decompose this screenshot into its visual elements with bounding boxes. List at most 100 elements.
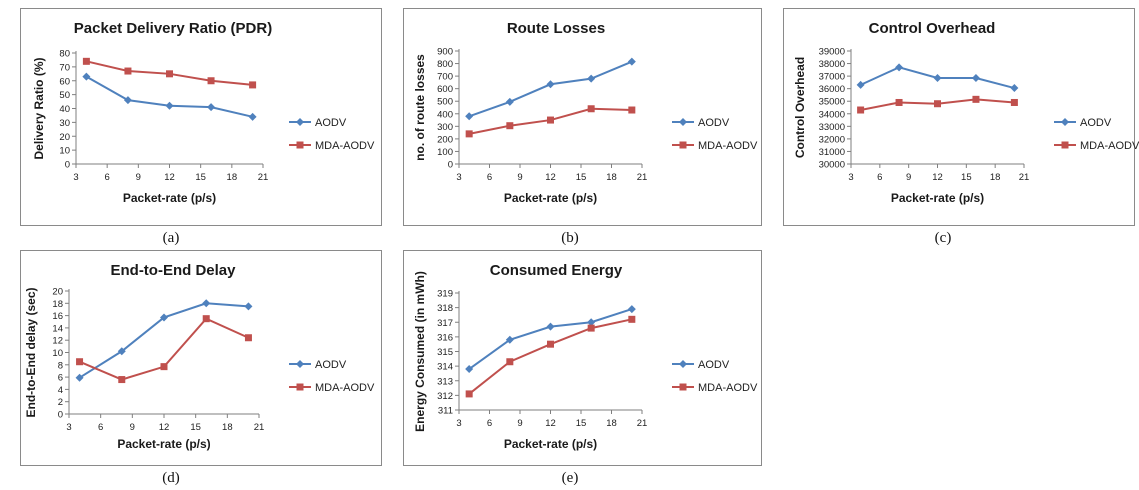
chart-panel-e: Consumed Energy Energy Consumed (in mWh) P… bbox=[403, 250, 762, 466]
data-point-mda-aodv bbox=[166, 70, 173, 78]
y-tick-label: 500 bbox=[437, 97, 453, 108]
x-tick-label: 9 bbox=[906, 172, 911, 183]
legend-marker-diamond bbox=[1061, 118, 1069, 126]
data-point-mda-aodv bbox=[547, 340, 554, 348]
x-tick-label: 21 bbox=[258, 172, 269, 183]
y-tick-label: 37000 bbox=[819, 72, 845, 83]
legend-label: AODV bbox=[315, 359, 347, 371]
data-point-aodv bbox=[207, 103, 216, 112]
data-point-aodv bbox=[546, 322, 555, 331]
chart-panel-b: Route Losses no. of route losses Packet-ra… bbox=[403, 8, 762, 226]
data-point-aodv bbox=[933, 73, 942, 82]
data-point-mda-aodv bbox=[934, 100, 941, 108]
caption-b: (b) bbox=[561, 230, 579, 246]
x-tick-label: 6 bbox=[877, 172, 882, 183]
y-tick-label: 50 bbox=[59, 90, 70, 101]
data-point-aodv bbox=[971, 73, 980, 82]
data-point-aodv bbox=[82, 72, 91, 81]
y-tick-label: 60 bbox=[59, 76, 70, 87]
legend-label: MDA-AODV bbox=[698, 140, 758, 152]
data-point-aodv bbox=[117, 347, 126, 356]
legend-marker-square bbox=[679, 141, 687, 149]
x-tick-label: 6 bbox=[105, 172, 110, 183]
x-tick-label: 3 bbox=[456, 418, 461, 429]
y-tick-label: 20 bbox=[52, 287, 63, 298]
chart-panel-a: Packet Delivery Ratio (PDR) Delivery Rati… bbox=[20, 8, 382, 226]
y-axis-label: Energy Consumed (in mWh) bbox=[413, 271, 427, 432]
x-tick-label: 3 bbox=[66, 422, 71, 433]
y-tick-label: 8 bbox=[58, 360, 63, 371]
legend-marker-square bbox=[679, 383, 687, 391]
y-tick-label: 315 bbox=[437, 347, 453, 358]
caption-c: (c) bbox=[934, 230, 952, 246]
x-axis-label: Packet-rate (p/s) bbox=[123, 191, 216, 205]
y-tick-label: 311 bbox=[438, 406, 453, 417]
data-point-mda-aodv bbox=[506, 358, 514, 366]
y-tick-label: 0 bbox=[448, 160, 453, 171]
data-point-aodv bbox=[856, 80, 865, 89]
data-point-mda-aodv bbox=[249, 81, 257, 89]
y-tick-label: 30000 bbox=[819, 160, 845, 171]
x-tick-label: 12 bbox=[159, 422, 170, 433]
y-tick-label: 12 bbox=[52, 336, 63, 347]
data-point-mda-aodv bbox=[465, 390, 473, 398]
legend-marker-square bbox=[296, 141, 304, 149]
y-tick-label: 36000 bbox=[819, 84, 845, 95]
y-axis-label: no. of route losses bbox=[413, 54, 427, 161]
chart-title: Packet Delivery Ratio (PDR) bbox=[74, 20, 272, 37]
y-tick-label: 6 bbox=[58, 373, 63, 384]
x-tick-label: 15 bbox=[576, 172, 587, 183]
data-point-aodv bbox=[160, 313, 168, 322]
data-point-mda-aodv bbox=[160, 363, 168, 371]
chart-svg-c: Control Overhead Control Overhead Packet-r… bbox=[793, 20, 1139, 205]
data-point-aodv bbox=[202, 299, 211, 308]
chart-panel-d: End-to-End Delay End-to-End delay (sec) Pa… bbox=[20, 250, 382, 466]
y-tick-label: 34000 bbox=[819, 109, 845, 120]
x-tick-label: 3 bbox=[848, 172, 853, 183]
x-tick-label: 21 bbox=[254, 422, 265, 433]
y-tick-label: 4 bbox=[58, 385, 63, 396]
x-tick-label: 21 bbox=[1019, 172, 1030, 183]
y-tick-label: 312 bbox=[437, 391, 453, 402]
y-tick-label: 16 bbox=[52, 311, 63, 322]
x-tick-label: 12 bbox=[932, 172, 943, 183]
x-axis-label: Packet-rate (p/s) bbox=[117, 437, 210, 451]
x-tick-label: 15 bbox=[576, 418, 587, 429]
x-tick-label: 15 bbox=[961, 172, 972, 183]
y-tick-label: 316 bbox=[437, 332, 453, 343]
chart-title: Consumed Energy bbox=[490, 262, 623, 279]
data-point-mda-aodv bbox=[76, 358, 84, 366]
data-point-mda-aodv bbox=[82, 57, 90, 65]
y-tick-label: 800 bbox=[437, 59, 453, 70]
data-point-aodv bbox=[546, 80, 555, 89]
y-tick-label: 0 bbox=[58, 410, 63, 421]
y-tick-label: 314 bbox=[437, 362, 453, 373]
x-tick-label: 6 bbox=[487, 418, 492, 429]
x-tick-label: 6 bbox=[98, 422, 103, 433]
chart-svg-e: Consumed Energy Energy Consumed (in mWh) P… bbox=[413, 262, 758, 451]
x-tick-label: 9 bbox=[130, 422, 135, 433]
y-tick-label: 317 bbox=[437, 318, 453, 329]
data-point-aodv bbox=[244, 302, 253, 311]
data-point-mda-aodv bbox=[124, 67, 132, 75]
x-axis-label: Packet-rate (p/s) bbox=[891, 191, 984, 205]
x-tick-label: 18 bbox=[990, 172, 1001, 183]
data-point-aodv bbox=[505, 97, 514, 106]
y-tick-label: 31000 bbox=[819, 147, 845, 158]
x-tick-label: 9 bbox=[136, 172, 141, 183]
x-tick-label: 21 bbox=[637, 418, 648, 429]
data-point-mda-aodv bbox=[1010, 98, 1018, 106]
y-tick-label: 20 bbox=[59, 132, 70, 143]
x-tick-label: 3 bbox=[456, 172, 461, 183]
y-tick-label: 33000 bbox=[819, 122, 845, 133]
legend-label: AODV bbox=[315, 117, 347, 129]
y-tick-label: 900 bbox=[437, 47, 453, 58]
x-tick-label: 18 bbox=[606, 418, 617, 429]
legend-label: AODV bbox=[698, 117, 730, 129]
y-tick-label: 18 bbox=[52, 299, 63, 310]
y-tick-label: 400 bbox=[437, 109, 453, 120]
x-tick-label: 21 bbox=[637, 172, 648, 183]
chart-svg-b: Route Losses no. of route losses Packet-ra… bbox=[413, 20, 758, 205]
y-tick-label: 0 bbox=[65, 160, 70, 171]
chart-svg-a: Packet Delivery Ratio (PDR) Delivery Rati… bbox=[32, 20, 375, 205]
